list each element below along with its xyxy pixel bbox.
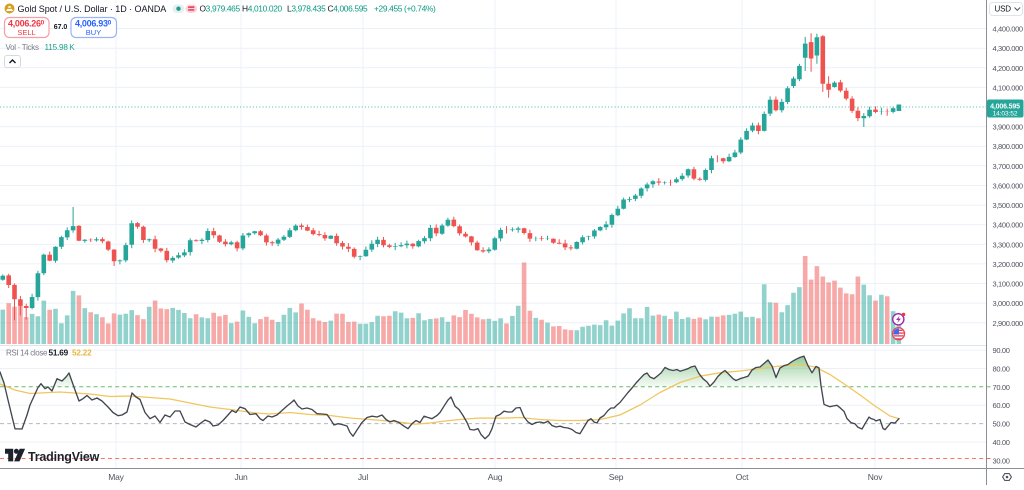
- svg-text:70.00: 70.00: [993, 383, 1010, 392]
- svg-text:L3,978.435: L3,978.435: [287, 4, 326, 14]
- svg-text:3,600.000: 3,600.000: [993, 182, 1023, 191]
- svg-text:50.00: 50.00: [993, 420, 1010, 429]
- svg-text:14:03:52: 14:03:52: [993, 111, 1018, 118]
- svg-text:Gold Spot / U.S. Dollar · 1D ·: Gold Spot / U.S. Dollar · 1D · OANDA: [18, 4, 167, 14]
- svg-text:4,300.000: 4,300.000: [993, 44, 1023, 53]
- svg-text:3,700.000: 3,700.000: [993, 162, 1023, 171]
- svg-text:3,000.000: 3,000.000: [993, 299, 1023, 308]
- svg-text:51.69: 51.69: [49, 349, 69, 358]
- svg-text:4,006.930: 4,006.930: [75, 19, 112, 29]
- svg-text:4,006.260: 4,006.260: [8, 19, 45, 29]
- svg-text:Sep: Sep: [609, 472, 624, 482]
- svg-text:C4,006.595: C4,006.595: [328, 4, 369, 14]
- svg-text:4,100.000: 4,100.000: [993, 83, 1023, 92]
- svg-text:RSI 14 close: RSI 14 close: [6, 349, 48, 358]
- svg-text:O3,979.465: O3,979.465: [200, 4, 241, 14]
- svg-text:+29.455 (+0.74%): +29.455 (+0.74%): [374, 4, 436, 14]
- svg-text:BUY: BUY: [86, 28, 101, 37]
- svg-text:4,006.595: 4,006.595: [990, 104, 1020, 111]
- svg-text:90.00: 90.00: [993, 346, 1010, 355]
- svg-text:3,900.000: 3,900.000: [993, 123, 1023, 132]
- svg-text:SELL: SELL: [17, 28, 35, 37]
- svg-text:4,400.000: 4,400.000: [993, 25, 1023, 34]
- svg-text:3,200.000: 3,200.000: [993, 260, 1023, 269]
- svg-text:3,100.000: 3,100.000: [993, 280, 1023, 289]
- svg-text:40.00: 40.00: [993, 438, 1010, 447]
- svg-text:Aug: Aug: [488, 472, 503, 482]
- svg-text:Jun: Jun: [234, 472, 248, 482]
- svg-text:Vol · Ticks: Vol · Ticks: [6, 43, 39, 52]
- svg-text:3,800.000: 3,800.000: [993, 142, 1023, 151]
- svg-text:May: May: [108, 472, 124, 482]
- svg-text:H4,010.020: H4,010.020: [242, 4, 283, 14]
- svg-text:67.0: 67.0: [54, 24, 68, 31]
- svg-text:115.98K: 115.98K: [45, 43, 76, 52]
- svg-text:3,400.000: 3,400.000: [993, 221, 1023, 230]
- svg-text:2,900.000: 2,900.000: [993, 319, 1023, 328]
- svg-text:60.00: 60.00: [993, 401, 1010, 410]
- svg-text:3,300.000: 3,300.000: [993, 240, 1023, 249]
- svg-text:4,200.000: 4,200.000: [993, 64, 1023, 73]
- svg-text:TradingView: TradingView: [28, 450, 100, 464]
- svg-text:Jul: Jul: [358, 472, 369, 482]
- svg-text:3,500.000: 3,500.000: [993, 201, 1023, 210]
- svg-text:52.22: 52.22: [72, 349, 92, 358]
- svg-text:80.00: 80.00: [993, 365, 1010, 374]
- svg-text:Oct: Oct: [736, 472, 749, 482]
- svg-text:USD: USD: [995, 5, 1012, 14]
- svg-text:30.00: 30.00: [993, 457, 1010, 466]
- svg-text:Nov: Nov: [868, 472, 883, 482]
